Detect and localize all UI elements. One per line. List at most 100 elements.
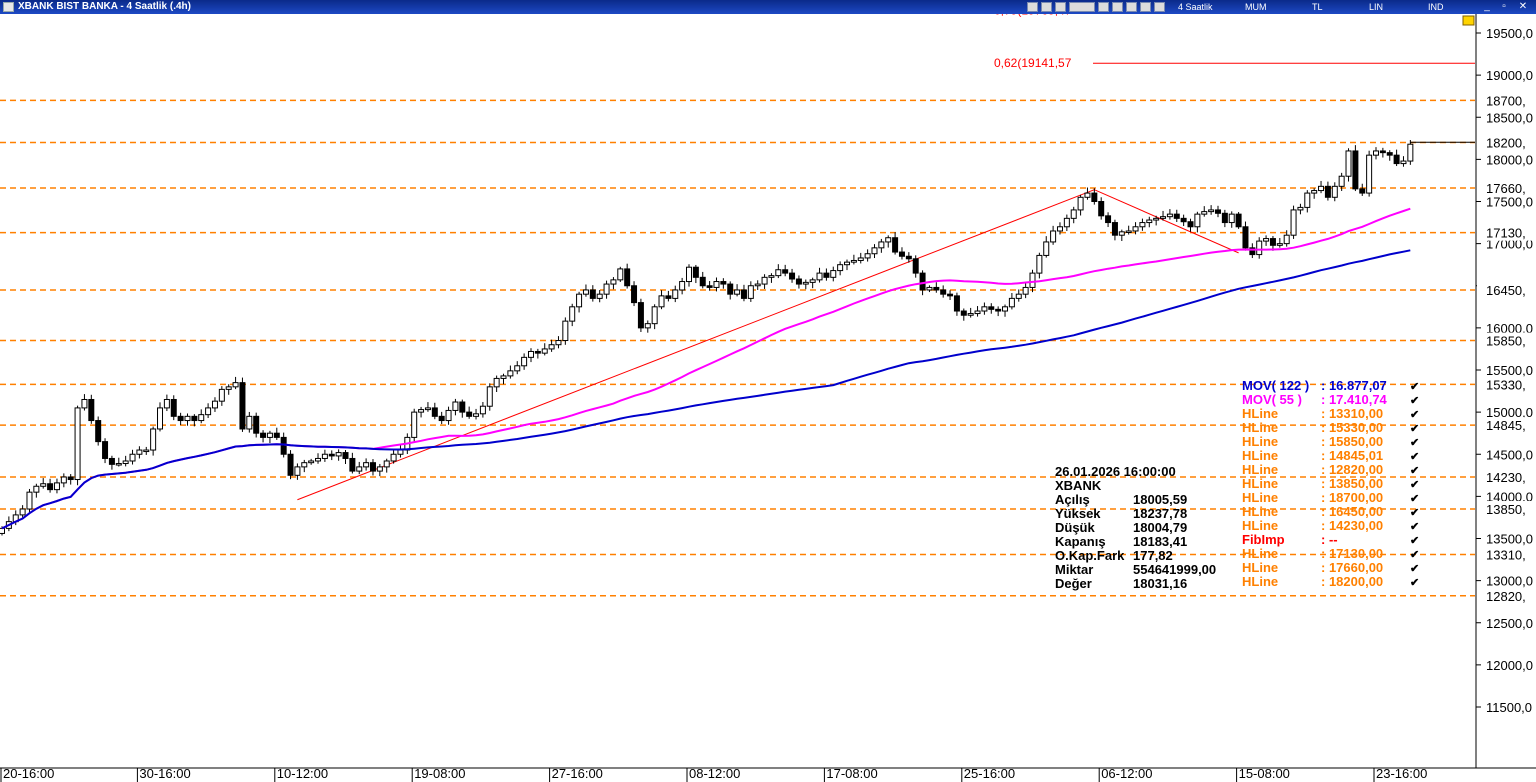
candle-body[interactable] — [974, 310, 981, 315]
candle-body[interactable] — [486, 386, 493, 407]
candle-body[interactable] — [369, 462, 376, 472]
candle-body[interactable] — [198, 414, 205, 422]
candle-body[interactable] — [734, 289, 741, 295]
candle-body[interactable] — [1276, 243, 1283, 246]
candle-body[interactable] — [768, 275, 775, 278]
candle-body[interactable] — [253, 415, 260, 434]
legend-check-4[interactable]: ✔ — [1410, 437, 1419, 449]
candle-body[interactable] — [1008, 297, 1015, 308]
candle-body[interactable] — [40, 483, 47, 487]
candle-body[interactable] — [1208, 209, 1215, 213]
candle-body[interactable] — [47, 483, 54, 491]
candle-body[interactable] — [610, 279, 617, 285]
candle-body[interactable] — [1056, 226, 1063, 232]
candle-body[interactable] — [280, 436, 287, 455]
candle-body[interactable] — [596, 293, 603, 299]
candle-body[interactable] — [1146, 219, 1153, 224]
candle-body[interactable] — [95, 420, 102, 443]
candle-body[interactable] — [802, 281, 809, 285]
candle-body[interactable] — [747, 285, 754, 299]
candle-body[interactable] — [775, 269, 782, 277]
candle-body[interactable] — [500, 375, 507, 379]
candle-body[interactable] — [507, 370, 514, 377]
candle-body[interactable] — [1173, 213, 1180, 219]
candle-body[interactable] — [1043, 241, 1050, 256]
candle-body[interactable] — [60, 476, 67, 484]
candle-body[interactable] — [33, 485, 40, 493]
legend-check-9[interactable]: ✔ — [1410, 507, 1419, 519]
candle-body[interactable] — [67, 476, 74, 481]
candle-body[interactable] — [1311, 190, 1318, 194]
candle-body[interactable] — [892, 237, 899, 253]
candle-body[interactable] — [1331, 185, 1338, 198]
toolbar-button-1[interactable] — [1027, 2, 1038, 12]
candle-body[interactable] — [720, 281, 727, 285]
legend-check-14[interactable]: ✔ — [1410, 577, 1419, 589]
candle-body[interactable] — [390, 453, 397, 462]
candle-body[interactable] — [479, 405, 486, 415]
candle-body[interactable] — [459, 401, 466, 413]
candle-body[interactable] — [754, 283, 761, 287]
candle-body[interactable] — [88, 398, 95, 422]
candle-body[interactable] — [692, 266, 699, 278]
candle-body[interactable] — [1084, 192, 1091, 198]
candle-body[interactable] — [466, 411, 473, 417]
candle-body[interactable] — [266, 432, 273, 438]
candle-body[interactable] — [157, 407, 164, 430]
candle-body[interactable] — [1098, 201, 1105, 217]
candle-body[interactable] — [576, 293, 583, 308]
candle-body[interactable] — [658, 295, 665, 308]
minimize-button[interactable]: _ — [1484, 1, 1490, 12]
candle-body[interactable] — [342, 452, 349, 459]
candle-body[interactable] — [1400, 160, 1407, 165]
legend-check-2[interactable]: ✔ — [1410, 409, 1419, 421]
trend-line-1[interactable] — [1094, 189, 1239, 254]
legend-check-6[interactable]: ✔ — [1410, 465, 1419, 477]
candle-body[interactable] — [356, 466, 363, 472]
candle-body[interactable] — [163, 398, 170, 409]
price-chart[interactable]: 0,79(19765,47 0,62(19141,57 19500,0 19000,0… — [0, 14, 1536, 782]
candle-body[interactable] — [260, 432, 267, 438]
candle-body[interactable] — [1304, 192, 1311, 208]
candle-body[interactable] — [191, 415, 198, 422]
candle-body[interactable] — [953, 295, 960, 312]
candle-body[interactable] — [919, 272, 926, 291]
candle-body[interactable] — [761, 276, 768, 285]
candle-body[interactable] — [1201, 211, 1208, 215]
candle-body[interactable] — [225, 386, 232, 390]
candle-body[interactable] — [1386, 152, 1393, 156]
maximize-button[interactable]: ▫ — [1502, 1, 1506, 12]
candle-body[interactable] — [376, 466, 383, 472]
candle-body[interactable] — [740, 289, 747, 299]
candle-body[interactable] — [830, 270, 837, 278]
candle-body[interactable] — [411, 411, 418, 438]
legend-check-12[interactable]: ✔ — [1410, 549, 1419, 561]
candle-body[interactable] — [1407, 143, 1414, 162]
candle-body[interactable] — [1290, 209, 1297, 236]
candle-body[interactable] — [438, 415, 445, 422]
candle-body[interactable] — [363, 462, 370, 468]
candle-body[interactable] — [397, 449, 404, 455]
toolbar-button-9[interactable] — [1154, 2, 1165, 12]
candle-body[interactable] — [1118, 231, 1125, 236]
candle-body[interactable] — [1366, 154, 1373, 194]
legend-check-7[interactable]: ✔ — [1410, 479, 1419, 491]
candle-body[interactable] — [1050, 230, 1057, 243]
candle-body[interactable] — [521, 356, 528, 367]
legend-check-3[interactable]: ✔ — [1410, 423, 1419, 435]
legend-check-11[interactable]: ✔ — [1410, 535, 1419, 547]
candle-body[interactable] — [995, 308, 1002, 312]
candle-body[interactable] — [864, 253, 871, 259]
candle-body[interactable] — [1105, 215, 1112, 224]
candle-body[interactable] — [1235, 213, 1242, 228]
candle-body[interactable] — [679, 281, 686, 291]
mov-122-line[interactable] — [1, 249, 1411, 530]
candle-body[interactable] — [548, 344, 555, 350]
candle-body[interactable] — [534, 350, 541, 354]
candle-body[interactable] — [844, 261, 851, 266]
candle-body[interactable] — [129, 453, 136, 462]
trend-line-0[interactable] — [297, 189, 1095, 501]
candle-body[interactable] — [837, 264, 844, 272]
candle-body[interactable] — [988, 306, 995, 310]
candle-body[interactable] — [816, 272, 823, 281]
